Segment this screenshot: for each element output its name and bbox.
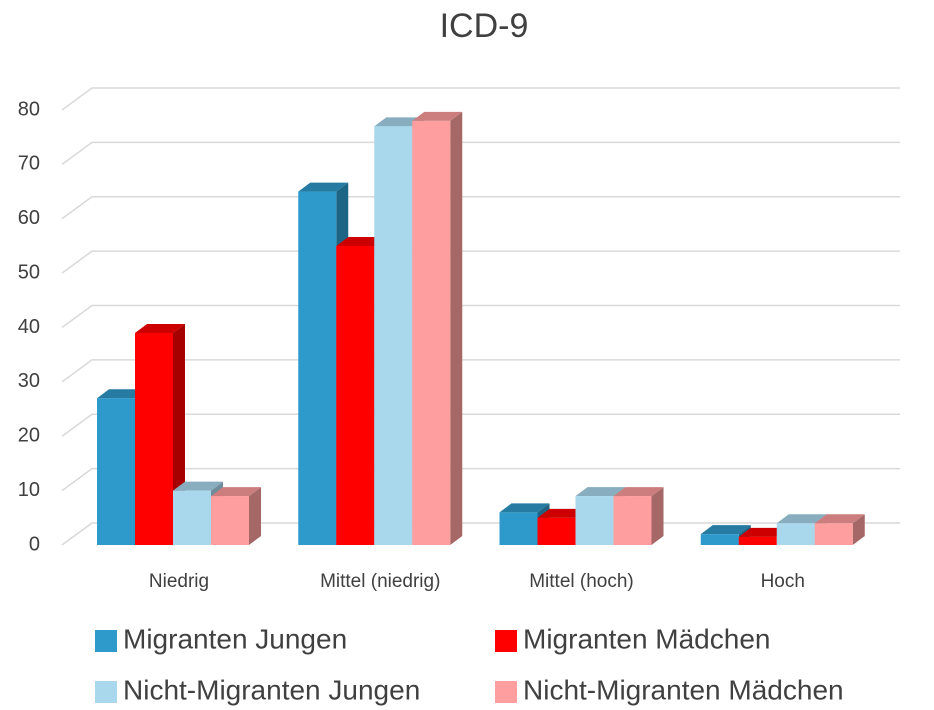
grid-line (61, 304, 900, 329)
bar-top (738, 527, 789, 537)
legend-swatch (95, 630, 117, 652)
bar (499, 512, 538, 545)
bar-side (852, 514, 865, 545)
grid-line (61, 467, 900, 492)
y-tick-label: 70 (18, 153, 40, 175)
bar-top (537, 508, 588, 518)
x-tick-label: Mittel (hoch) (529, 571, 634, 592)
bar-top (173, 481, 223, 491)
bar (814, 523, 853, 545)
bar-side (450, 111, 463, 545)
grid-line (61, 196, 900, 220)
y-tick-label: 40 (18, 316, 40, 338)
y-tick-label: 10 (18, 479, 40, 501)
bar-top (412, 111, 463, 121)
bar (776, 523, 815, 545)
bar (613, 496, 652, 545)
bar-side (249, 487, 261, 545)
legend-label: Nicht-Migranten Jungen (123, 674, 420, 705)
bar-top (336, 236, 387, 246)
bar-side (651, 487, 664, 545)
y-tick-label: 80 (18, 98, 40, 120)
bar-top (298, 182, 349, 192)
y-tick-label: 30 (18, 370, 40, 392)
legend-swatch (495, 630, 517, 652)
grid-line (61, 87, 900, 111)
bar-top (211, 487, 261, 497)
bar-top (814, 514, 865, 524)
legend-swatch (495, 681, 517, 703)
bar (537, 517, 576, 545)
legend-label: Nicht-Migranten Mädchen (523, 674, 844, 705)
y-tick-label: 50 (18, 261, 40, 283)
bar-top (374, 117, 425, 127)
bar-top (97, 389, 147, 399)
legend-swatch (95, 681, 117, 703)
grid-line (61, 359, 900, 383)
grid-line (61, 141, 900, 165)
bar (173, 490, 211, 545)
bar-top (499, 503, 550, 513)
bar-top (135, 323, 185, 333)
bar (374, 126, 413, 545)
bar (700, 534, 739, 545)
bar (298, 191, 337, 545)
chart-title: ICD-9 (440, 7, 529, 45)
grid-line (61, 250, 900, 274)
bar (738, 536, 777, 545)
y-tick-label: 0 (29, 533, 40, 555)
bar-top (700, 525, 751, 535)
x-tick-label: Mittel (niedrig) (320, 571, 440, 592)
x-tick-label: Niedrig (149, 571, 209, 592)
bar (575, 496, 614, 545)
bar-top (613, 487, 664, 497)
bar (135, 332, 173, 545)
bar-top (776, 514, 827, 524)
y-tick-label: 20 (18, 425, 40, 447)
y-tick-label: 60 (18, 207, 40, 229)
legend-label: Migranten Jungen (123, 623, 347, 654)
bar (97, 398, 135, 545)
bar (211, 496, 249, 545)
legend-label: Migranten Mädchen (523, 623, 770, 654)
bar (336, 245, 375, 545)
x-tick-label: Hoch (761, 571, 805, 592)
bar (412, 120, 451, 545)
grid-line (61, 413, 900, 437)
bar-top (575, 487, 626, 497)
